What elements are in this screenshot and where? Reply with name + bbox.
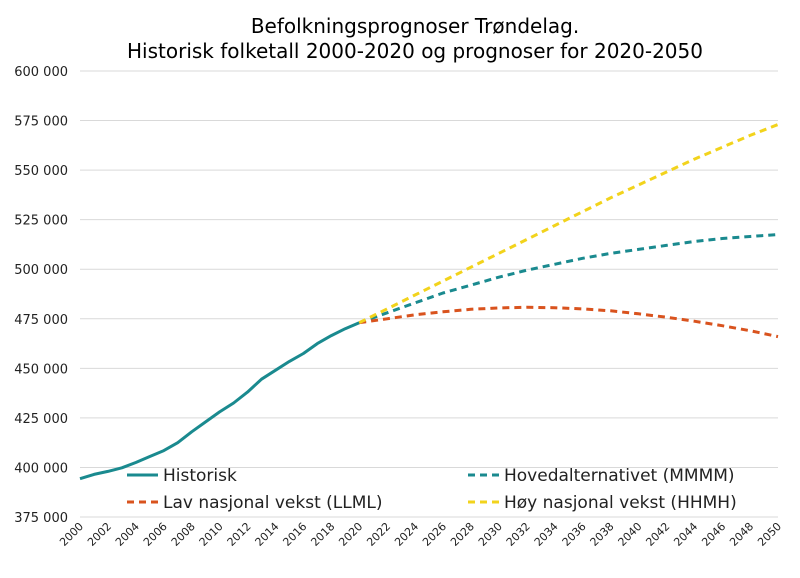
legend-label-2: Lav nasjonal vekst (LLML) — [163, 493, 382, 513]
series-line-2 — [358, 305, 779, 339]
x-tick-label: 2006 — [141, 520, 170, 549]
chart-title-line-2: Historisk folketall 2000-2020 og prognos… — [127, 39, 703, 63]
x-tick-label: 2016 — [280, 520, 309, 549]
x-tick-label: 2048 — [727, 520, 756, 549]
y-tick-label: 400 000 — [14, 461, 68, 476]
x-axis: 2000200220042006200820102012201420162018… — [57, 520, 784, 549]
x-tick-label: 2002 — [85, 520, 114, 549]
x-tick-label: 2022 — [364, 520, 393, 549]
y-tick-label: 425 000 — [14, 412, 68, 427]
gridlines — [80, 70, 778, 518]
x-tick-label: 2030 — [476, 520, 505, 549]
x-tick-label: 2036 — [560, 520, 589, 549]
x-tick-label: 2026 — [420, 520, 449, 549]
x-tick-label: 2010 — [197, 520, 226, 549]
x-tick-label: 2028 — [448, 520, 477, 549]
y-tick-label: 575 000 — [14, 115, 68, 130]
x-tick-label: 2012 — [225, 520, 254, 549]
x-tick-label: 2020 — [336, 520, 365, 549]
x-tick-label: 2038 — [588, 520, 617, 549]
x-tick-label: 2004 — [113, 520, 142, 549]
legend-label-1: Hovedalternativet (MMMM) — [504, 466, 735, 486]
x-tick-label: 2050 — [755, 520, 784, 549]
x-tick-label: 2018 — [308, 520, 337, 549]
y-axis: 375 000 400 000 425 000 450 000 475 000 500 0… — [14, 65, 68, 526]
series-line-0 — [79, 321, 360, 481]
series-line-1 — [358, 233, 779, 325]
x-tick-label: 2014 — [253, 520, 282, 549]
y-tick-label: 475 000 — [14, 313, 68, 328]
x-tick-label: 2034 — [532, 520, 561, 549]
series-lines — [79, 123, 779, 481]
series-line-3 — [358, 123, 779, 325]
x-tick-label: 2042 — [643, 520, 672, 549]
x-tick-label: 2032 — [504, 520, 533, 549]
x-tick-label: 2040 — [616, 520, 645, 549]
legend-label-3: Høy nasjonal vekst (HHMH) — [504, 493, 737, 513]
y-tick-label: 450 000 — [14, 362, 68, 377]
legend: Historisk Hovedalternativet (MMMM) Lav nas… — [127, 466, 737, 513]
x-tick-label: 2024 — [392, 520, 421, 549]
y-tick-label: 550 000 — [14, 164, 68, 179]
legend-label-0: Historisk — [163, 466, 237, 486]
x-tick-label: 2044 — [671, 520, 700, 549]
y-tick-label: 500 000 — [14, 263, 68, 278]
x-tick-label: 2008 — [169, 520, 198, 549]
y-tick-label: 600 000 — [14, 65, 68, 80]
y-tick-label: 375 000 — [14, 511, 68, 526]
x-tick-label: 2046 — [699, 520, 728, 549]
y-tick-label: 525 000 — [14, 214, 68, 229]
chart-title-line-1: Befolkningsprognoser Trøndelag. — [251, 14, 579, 38]
